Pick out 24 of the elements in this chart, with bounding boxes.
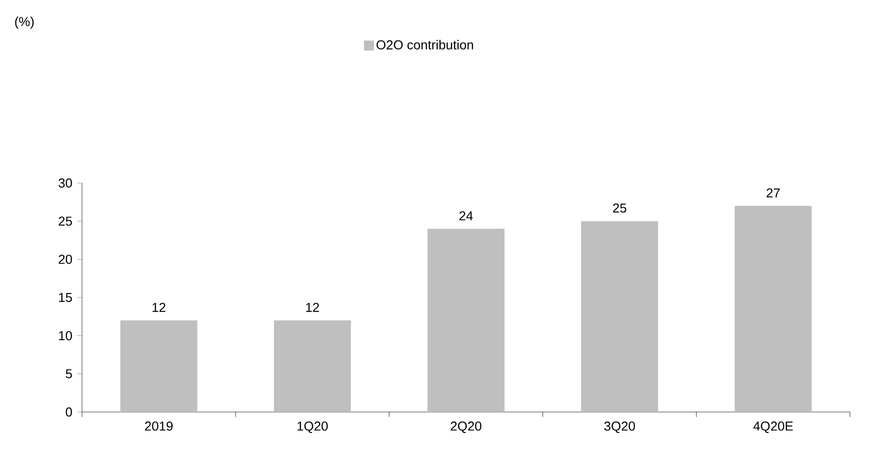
data-label: 27 [766, 188, 780, 198]
y-tick-label: 5 [66, 369, 72, 378]
y-tick-label: 0 [66, 407, 72, 417]
text: (%) [15, 16, 34, 29]
y-tick-label: 20 [58, 254, 72, 264]
bar [734, 206, 812, 412]
y-tick-label: 30 [58, 178, 72, 188]
y-tick-label: 25 [58, 216, 72, 226]
x-tick-label: 3Q20 [604, 422, 635, 434]
data-label: 12 [152, 302, 166, 312]
y-tick-label: 10 [59, 331, 72, 340]
bar [428, 228, 505, 412]
bar [120, 320, 198, 412]
bar [581, 221, 658, 412]
x-tick-label: 2Q20 [450, 422, 482, 434]
data-label: 25 [613, 203, 626, 213]
y-tick-label: 15 [59, 292, 72, 302]
data-label: 12 [306, 302, 319, 312]
legend-label: O2O contribution [376, 40, 474, 50]
x-tick-label: 2019 [145, 422, 173, 431]
bar [274, 320, 351, 412]
data-label: 24 [459, 211, 473, 220]
x-tick-label: 4Q20E [753, 422, 793, 434]
x-tick-label: 1Q20 [298, 422, 328, 434]
